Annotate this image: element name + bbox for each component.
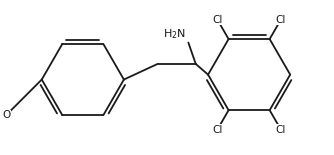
Text: Cl: Cl xyxy=(276,125,286,135)
Text: Cl: Cl xyxy=(212,15,222,24)
Text: Cl: Cl xyxy=(276,15,286,24)
Text: H$_2$N: H$_2$N xyxy=(163,27,186,41)
Text: Cl: Cl xyxy=(212,125,222,135)
Text: O: O xyxy=(2,110,10,120)
